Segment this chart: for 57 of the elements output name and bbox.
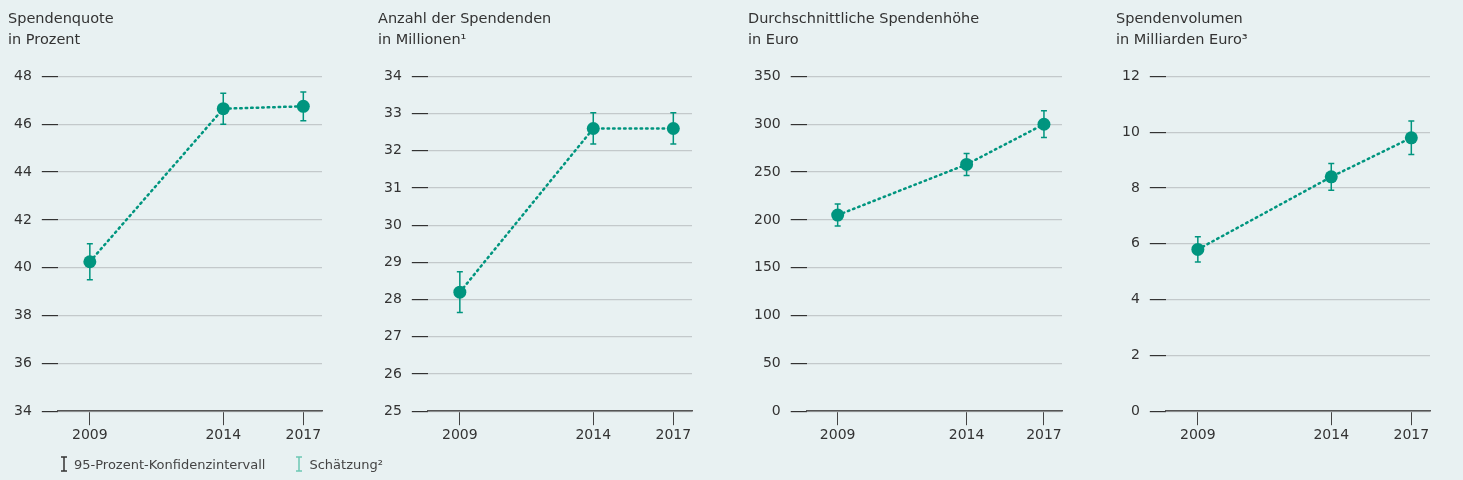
legend-label: Schätzung²: [309, 456, 383, 472]
y-tick-label: 100: [753, 306, 781, 323]
chart-title: Spendenvolumen: [1116, 9, 1244, 28]
y-tick-label: 28: [383, 290, 402, 307]
y-tick-label: 34: [13, 401, 32, 418]
y-tick-label: 10: [1121, 122, 1140, 139]
y-tick-label: 150: [753, 258, 781, 275]
chart-subtitle: in Milliarden Euro³: [1116, 30, 1248, 49]
chart-subtitle: in Euro: [748, 30, 800, 49]
x-tick-label: 2009: [819, 426, 856, 443]
y-tick-label: 300: [753, 114, 781, 131]
y-tick-label: 44: [13, 162, 32, 179]
y-tick-label: 29: [383, 253, 402, 270]
x-tick-label: 2014: [948, 426, 985, 443]
y-tick-label: 50: [762, 354, 781, 371]
y-tick-label: 34: [383, 67, 402, 84]
y-tick-label: 46: [13, 114, 32, 131]
y-tick-label: 6: [1130, 234, 1140, 251]
x-tick-label: 2017: [655, 426, 692, 443]
legend-label: 95-Prozent-Konfidenzintervall: [74, 456, 266, 472]
y-tick-label: 48: [13, 67, 32, 84]
y-tick-label: 2: [1130, 346, 1140, 363]
y-tick-label: 38: [13, 306, 32, 323]
y-tick-label: 25: [383, 401, 402, 418]
y-tick-label: 12: [1121, 67, 1140, 84]
y-tick-label: 31: [383, 178, 402, 195]
x-tick-label: 2017: [285, 426, 322, 443]
y-tick-label: 250: [753, 162, 781, 179]
chart-title: Anzahl der Spendenden: [378, 9, 552, 28]
y-tick-label: 4: [1130, 290, 1140, 307]
y-tick-label: 0: [1130, 401, 1140, 418]
x-tick-label: 2009: [442, 426, 478, 443]
chart-subtitle: in Prozent: [8, 30, 82, 49]
y-tick-label: 30: [383, 215, 402, 232]
x-tick-label: 2014: [205, 426, 242, 443]
chart-title: Spendenquote: [8, 9, 114, 28]
y-tick-label: 27: [383, 327, 402, 344]
chart-title: Durchschnittliche Spendenhöhe: [748, 9, 980, 28]
x-tick-label: 2009: [1180, 426, 1216, 443]
y-tick-label: 26: [383, 364, 402, 381]
y-tick-label: 200: [753, 210, 781, 227]
x-tick-label: 2014: [575, 426, 612, 443]
x-tick-label: 2017: [1393, 426, 1430, 443]
chart-subtitle: in Millionen¹: [378, 30, 468, 49]
y-tick-label: 0: [771, 401, 781, 418]
y-tick-label: 33: [383, 104, 402, 121]
x-tick-label: 2009: [72, 426, 108, 443]
x-tick-label: 2014: [1313, 426, 1350, 443]
point: [216, 102, 230, 116]
y-tick-label: 36: [13, 354, 32, 371]
y-tick-label: 350: [753, 67, 781, 84]
point: [960, 157, 974, 171]
y-tick-label: 32: [383, 141, 402, 158]
x-tick-label: 2017: [1026, 426, 1062, 443]
y-tick-label: 8: [1130, 178, 1140, 195]
y-tick-label: 40: [13, 258, 32, 275]
y-tick-label: 42: [13, 210, 32, 227]
